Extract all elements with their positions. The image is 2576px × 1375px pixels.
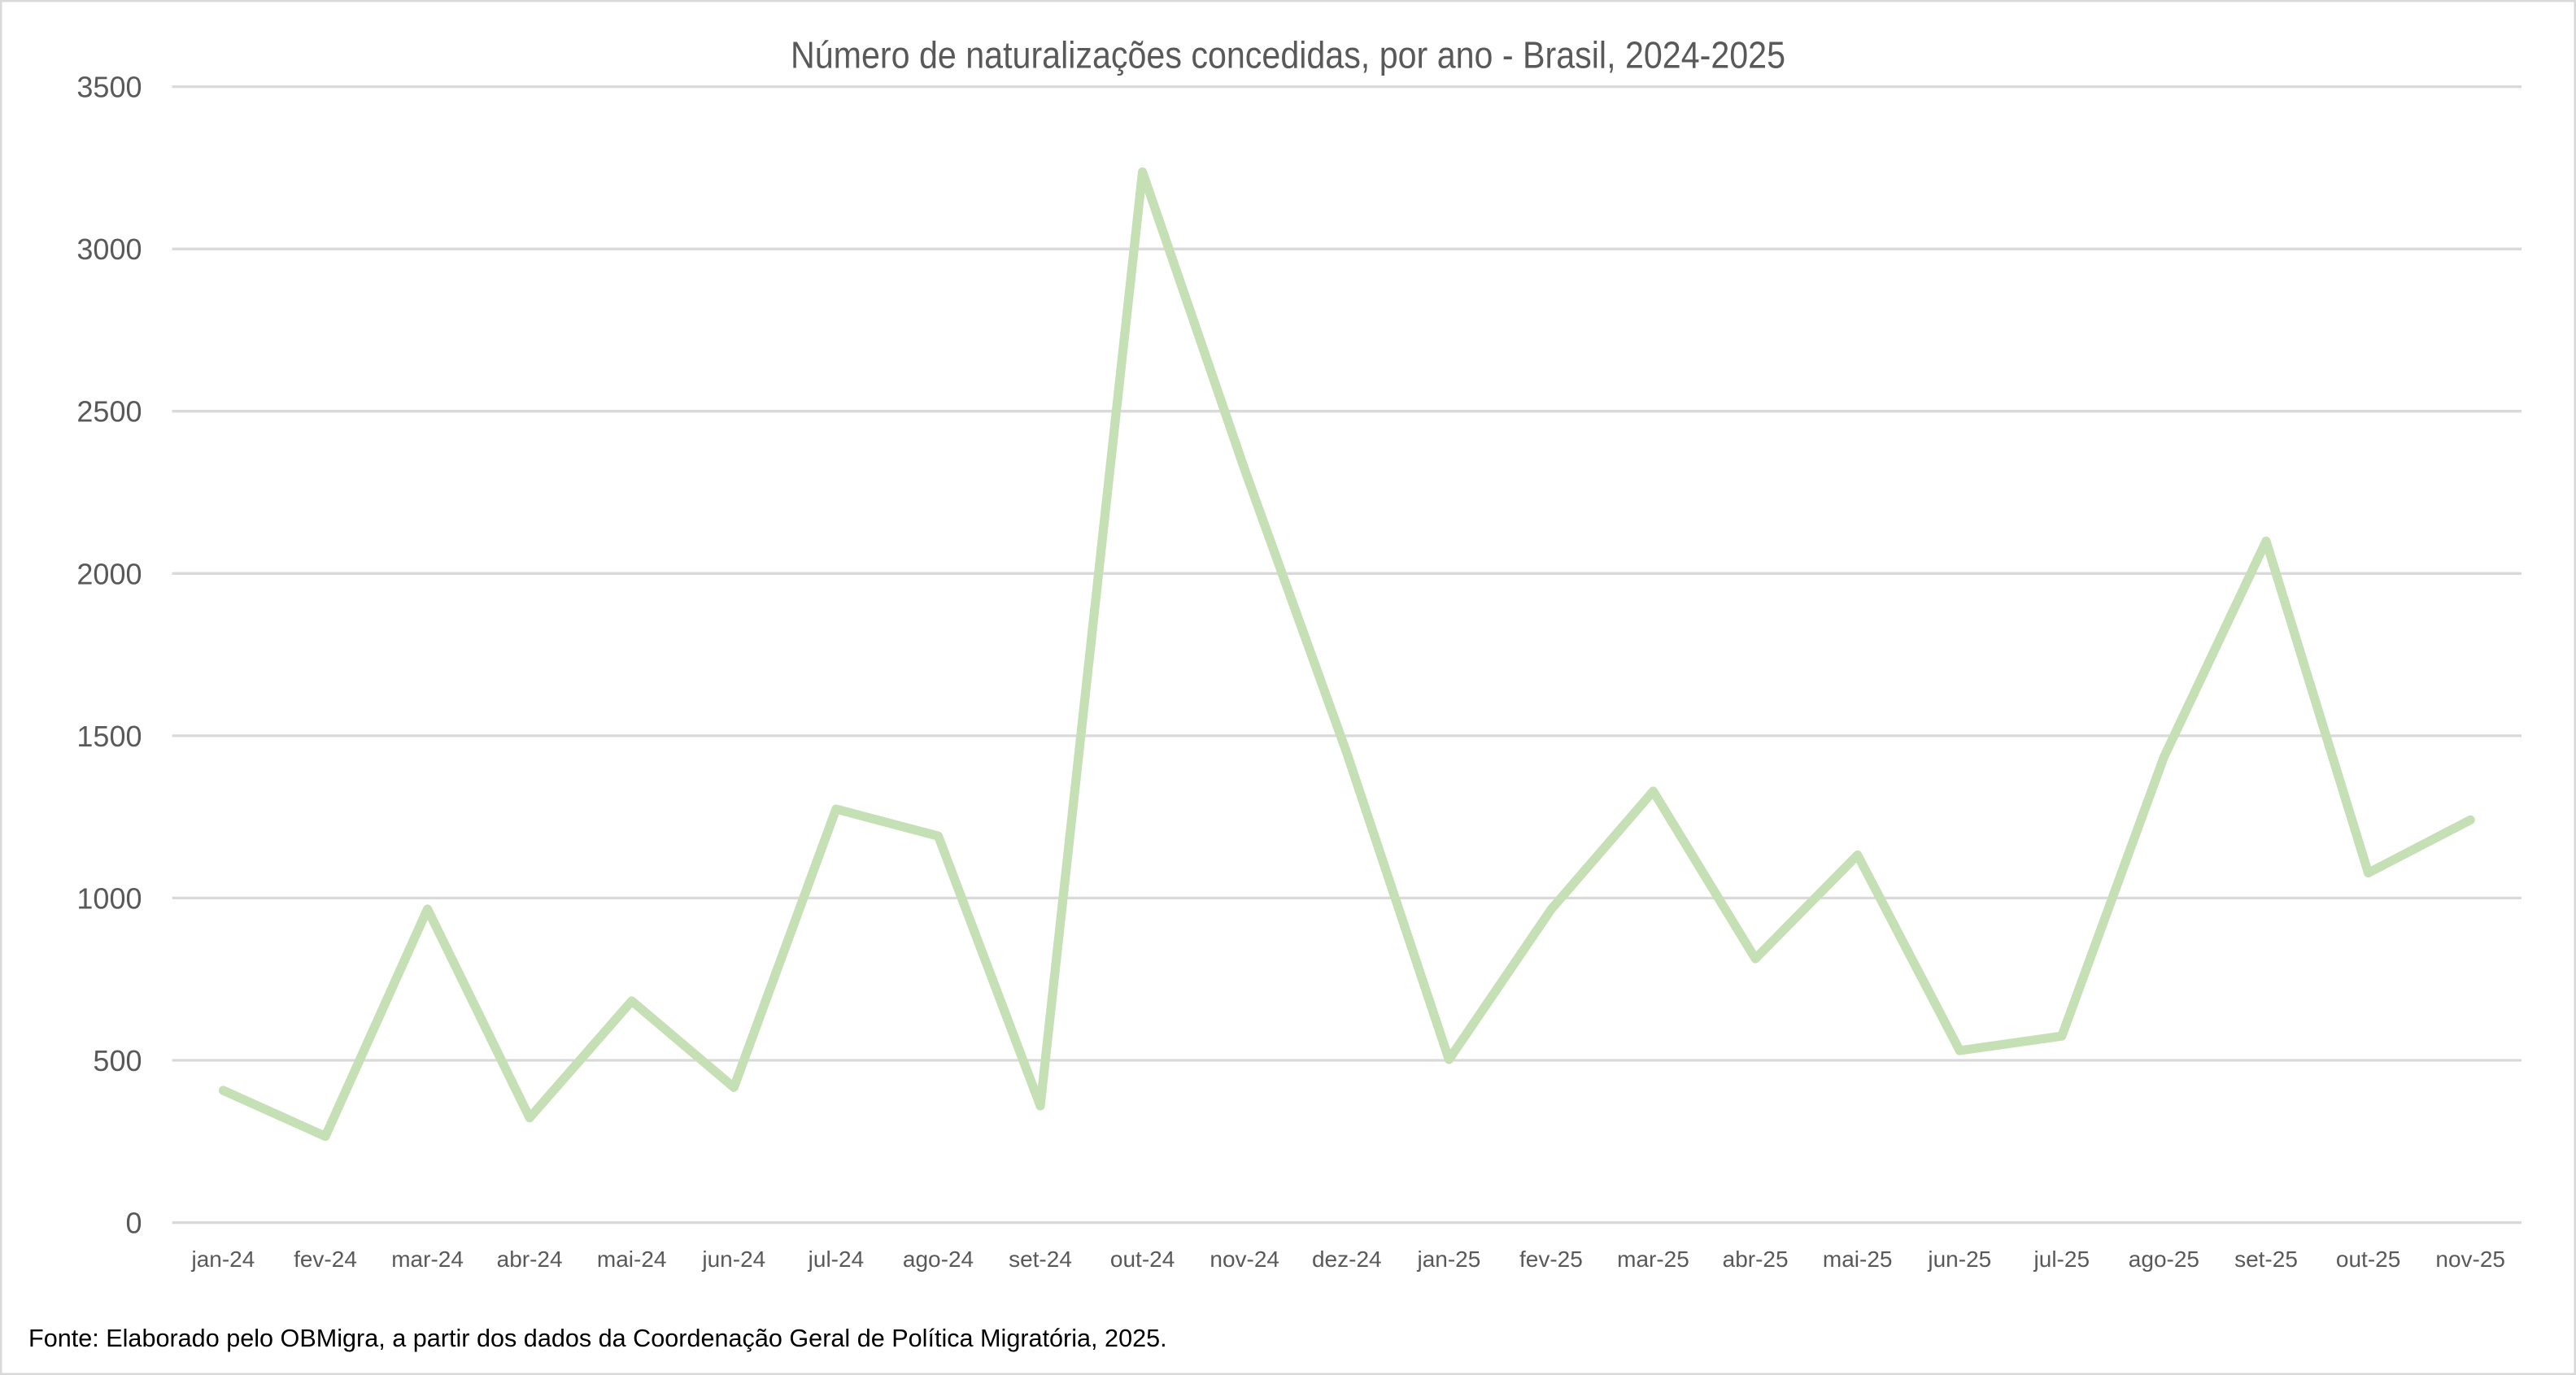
svg-text:out-25: out-25: [2336, 1247, 2400, 1272]
svg-text:mai-24: mai-24: [597, 1247, 667, 1272]
svg-text:fev-24: fev-24: [294, 1247, 357, 1272]
svg-text:set-24: set-24: [1009, 1247, 1072, 1272]
svg-text:3500: 3500: [76, 71, 142, 104]
svg-text:abr-24: abr-24: [497, 1247, 563, 1272]
svg-text:jan-24: jan-24: [190, 1247, 255, 1272]
svg-text:mar-25: mar-25: [1617, 1247, 1689, 1272]
svg-text:1500: 1500: [76, 720, 142, 753]
svg-text:mar-24: mar-24: [391, 1247, 464, 1272]
svg-text:jul-25: jul-25: [2033, 1247, 2090, 1272]
svg-text:500: 500: [93, 1044, 142, 1077]
svg-text:jun-24: jun-24: [701, 1247, 765, 1272]
svg-text:fev-25: fev-25: [1519, 1247, 1583, 1272]
svg-text:jun-25: jun-25: [1927, 1247, 1991, 1272]
svg-text:out-24: out-24: [1110, 1247, 1175, 1272]
svg-text:Número de naturalizações conce: Número de naturalizações concedidas, por…: [791, 34, 1785, 76]
svg-text:ago-24: ago-24: [903, 1247, 974, 1272]
svg-text:3000: 3000: [76, 233, 142, 266]
svg-text:jan-25: jan-25: [1416, 1247, 1480, 1272]
svg-text:1000: 1000: [76, 881, 142, 915]
svg-text:set-25: set-25: [2234, 1247, 2298, 1272]
svg-text:0: 0: [125, 1207, 142, 1240]
svg-text:Fonte: Elaborado pelo OBMigra,: Fonte: Elaborado pelo OBMigra, a partir …: [28, 1325, 1167, 1352]
svg-text:2500: 2500: [76, 395, 142, 429]
svg-text:mai-25: mai-25: [1823, 1247, 1893, 1272]
svg-text:jul-24: jul-24: [808, 1247, 864, 1272]
svg-text:abr-25: abr-25: [1723, 1247, 1789, 1272]
svg-text:2000: 2000: [76, 557, 142, 590]
svg-text:nov-24: nov-24: [1210, 1247, 1279, 1272]
svg-text:dez-24: dez-24: [1312, 1247, 1382, 1272]
svg-text:nov-25: nov-25: [2435, 1247, 2505, 1272]
svg-text:ago-25: ago-25: [2129, 1247, 2199, 1272]
